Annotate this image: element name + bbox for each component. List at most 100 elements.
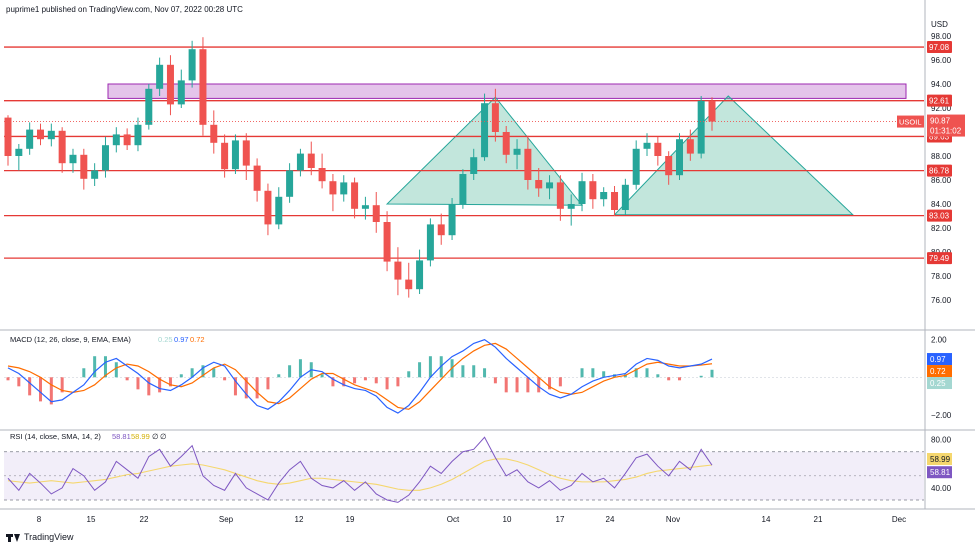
candle-body [665,156,673,176]
level-label: 92.61 [929,97,950,106]
macd-histogram-bar [93,356,97,378]
candle-body [448,204,456,236]
resistance-zone [107,83,907,99]
macd-value-tag-label: 0.72 [930,367,946,376]
macd-histogram-bar [342,377,346,387]
macd-histogram-bar [331,377,335,387]
rsi-extra-mark: ∅ [160,432,167,441]
level-label: 97.08 [929,43,950,52]
rsi-line [7,436,713,503]
macd-histogram-bar [125,377,129,381]
candle-body [686,139,694,154]
macd-histogram-bar [233,377,237,396]
macd-histogram-bar [493,377,497,384]
time-tick-label: 19 [346,515,355,524]
price-tick-label: 98.00 [931,32,952,41]
macd-value: 0.97 [174,335,189,344]
macd-histogram-bar [591,368,595,378]
level-tag [927,94,952,107]
candle-body [426,224,434,261]
macd-histogram-bar [38,377,42,402]
macd-value-tag [927,377,952,390]
macd-histogram-bar [396,377,400,387]
candle-body [513,148,521,155]
rsi-sma-value: 58.99 [131,432,150,441]
macd-histogram-bar [212,368,216,378]
macd-histogram-bar [147,377,151,396]
candle-body [470,157,478,174]
macd-histogram-bar [49,377,53,405]
macd-tick-label: −2.00 [931,411,952,420]
price-tick-label: 88.00 [931,152,952,161]
last-price-countdown: 01:31:02 [930,127,962,136]
candle-body [621,184,629,210]
footer-brand[interactable]: TradingView [6,532,74,542]
rsi-value-tag [927,466,952,479]
rsi-extra-mark: ∅ [152,432,159,441]
candle-body [15,148,23,156]
tradingview-logo-icon [6,533,20,542]
time-tick-label: 24 [606,515,615,524]
candle-body [91,170,99,179]
candle-body [383,222,391,262]
rsi-sma-line [7,458,713,491]
price-tick-label: 86.00 [931,176,952,185]
time-tick-label: 14 [762,515,771,524]
macd-histogram-bar [190,368,194,378]
macd-histogram-bar [656,374,660,378]
macd-histogram-bar [699,375,703,378]
macd-histogram-bar [363,377,367,381]
price-tick-label: 84.00 [931,200,952,209]
publisher-caption: puprime1 published on TradingView.com, N… [6,5,243,14]
candle-body [47,130,55,140]
candle-body [437,224,445,236]
candle-body [242,140,250,166]
time-tick-label: 17 [556,515,565,524]
macd-histogram-bar [277,374,281,378]
macd-histogram-bar [298,359,302,378]
price-tick-label: 96.00 [931,56,952,65]
candle-body [502,132,510,155]
candle-body [286,170,294,197]
macd-histogram-bar [418,362,422,378]
candle-body [36,129,44,140]
level-label: 79.49 [929,254,950,263]
rsi-tick-label: 40.00 [931,484,952,493]
time-tick-label: Nov [666,515,680,524]
macd-value: 0.25 [158,335,173,344]
candle-body [708,100,716,122]
candle-body [676,139,684,176]
last-price-value: 90.87 [930,117,951,126]
macd-histogram-bar [504,377,508,393]
macd-histogram-bar [602,371,606,378]
level-tag [927,164,952,177]
candle-body [340,182,348,195]
candle-body [394,261,402,280]
candle-body [253,165,261,191]
macd-histogram-bar [353,377,357,384]
macd-histogram-bar [266,377,270,390]
symbol-tag-label: USOIL [899,118,922,127]
candle-body [697,100,705,154]
candle-body [101,145,109,171]
macd-histogram-bar [678,377,682,381]
macd-histogram-bar [320,374,324,378]
candle-body [177,80,185,105]
level-label: 83.03 [929,212,950,221]
rsi-value-tag-label: 58.81 [930,468,951,477]
brand-name: TradingView [24,532,74,542]
candle-body [307,153,315,168]
level-label: 89.63 [929,132,950,141]
macd-value-tag-label: 0.25 [930,379,946,388]
macd-histogram-bar [667,377,671,381]
rsi-tick-label: 80.00 [931,436,952,445]
price-tick-label: 92.00 [931,104,952,113]
price-tick-label: 82.00 [931,224,952,233]
candle-body [4,117,12,156]
time-tick-label: Oct [447,515,460,524]
candle-body [361,205,369,209]
macd-value-tag [927,353,952,366]
candle-body [296,153,304,171]
